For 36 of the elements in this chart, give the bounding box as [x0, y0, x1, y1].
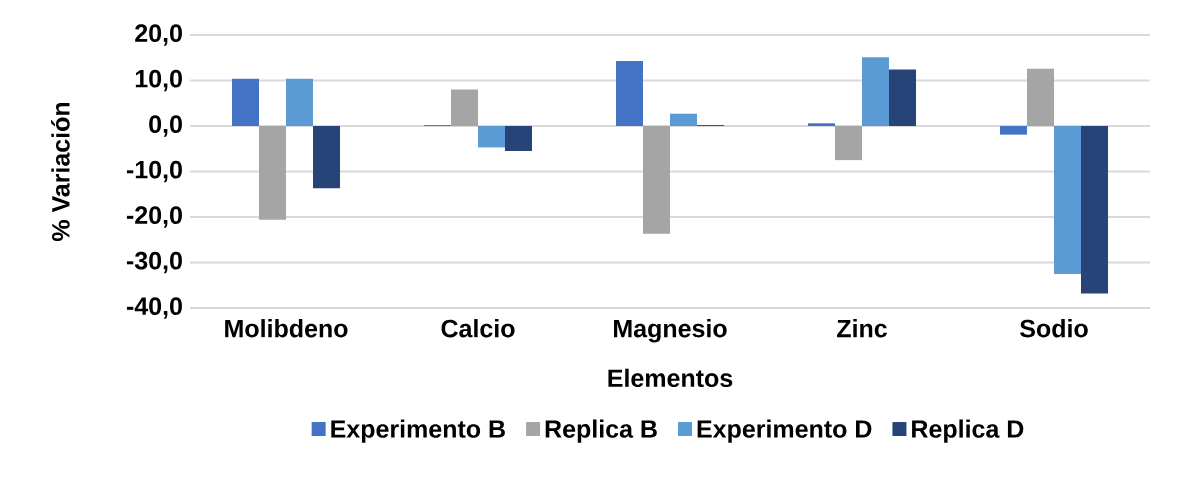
- bar: [1081, 126, 1108, 294]
- bar: [862, 57, 889, 127]
- bar: [451, 89, 479, 127]
- x-tick-label: Zinc: [837, 319, 887, 338]
- x-axis-title: Elementos: [608, 368, 733, 388]
- legend-label: Replica D: [912, 419, 1024, 443]
- bar: [232, 78, 260, 127]
- bar: [835, 126, 862, 161]
- y-tick-label: 10,0: [135, 69, 182, 92]
- x-tick-label: Calcio: [441, 319, 515, 338]
- bar: [259, 126, 287, 220]
- bar: [616, 60, 644, 127]
- x-tick-label: Magnesio: [614, 319, 727, 343]
- x-tick-label: Sodio: [1020, 319, 1088, 338]
- bar: [1027, 68, 1055, 127]
- bar: [478, 126, 506, 148]
- bar: [643, 126, 671, 234]
- y-axis-title: % Variación: [51, 102, 70, 242]
- bar: [505, 126, 533, 152]
- y-tick-label: 0,0: [149, 115, 182, 137]
- y-tick-label: -30,0: [126, 251, 182, 274]
- bar: [286, 78, 314, 127]
- y-tick-label: 20,0: [135, 24, 182, 46]
- bar: [313, 126, 341, 189]
- bar: [808, 123, 835, 127]
- y-tick-label: -10,0: [126, 160, 182, 183]
- bar: [889, 69, 917, 127]
- legend-label: Replica B: [545, 419, 657, 443]
- y-tick-label: -40,0: [126, 297, 182, 319]
- x-tick-label: Molibdeno: [225, 319, 348, 338]
- legend-label: Experimento D: [697, 419, 872, 443]
- y-tick-label: -20,0: [126, 206, 182, 228]
- bar: [1054, 126, 1082, 274]
- bar: [1000, 126, 1028, 135]
- legend-label: Experimento B: [331, 419, 505, 443]
- bar: [670, 113, 698, 127]
